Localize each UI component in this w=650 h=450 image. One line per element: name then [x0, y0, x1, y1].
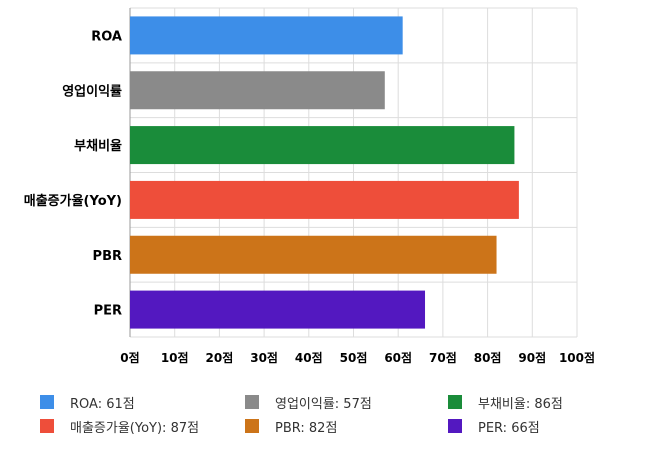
legend-swatch: [245, 395, 259, 409]
x-tick-label: 70점: [429, 350, 457, 365]
x-tick-label: 10점: [161, 350, 189, 365]
x-tick-label: 0점: [120, 350, 139, 365]
legend-label: ROA: 61점: [70, 396, 135, 412]
category-label: 부채비율: [74, 138, 122, 154]
category-label: PBR: [93, 249, 122, 264]
x-tick-label: 20점: [206, 350, 234, 365]
x-tick-label: 80점: [474, 350, 502, 365]
bar: [130, 180, 519, 219]
category-label: 매출증가율(YoY): [24, 193, 122, 209]
legend-swatch: [245, 419, 259, 433]
category-label: 영업이익률: [62, 83, 122, 99]
category-label: ROA: [91, 29, 122, 44]
legend-swatch: [448, 395, 462, 409]
legend-item-pbr: PBR: 82점: [245, 416, 337, 436]
legend-item-debt-ratio: 부채비율: 86점: [448, 392, 563, 412]
legend-item-per: PER: 66점: [448, 416, 540, 436]
legend-label: 매출증가율(YoY): 87점: [70, 420, 200, 436]
legend-label: PER: 66점: [478, 420, 540, 436]
bar: [130, 126, 515, 165]
x-tick-label: 100점: [559, 350, 595, 365]
legend-item-sales-growth: 매출증가율(YoY): 87점: [40, 416, 199, 436]
legend-swatch: [448, 419, 462, 433]
category-label: PER: [94, 304, 122, 319]
legend-swatch: [40, 419, 54, 433]
x-tick-label: 40점: [295, 350, 323, 365]
legend-item-operating-margin: 영업이익률: 57점: [245, 392, 372, 412]
x-tick-label: 90점: [518, 350, 546, 365]
bar: [130, 290, 426, 329]
x-tick-label: 50점: [340, 350, 368, 365]
bar: [130, 235, 497, 274]
legend-label: 영업이익률: 57점: [275, 396, 372, 412]
legend-item-roa: ROA: 61점: [40, 392, 135, 412]
legend-label: PBR: 82점: [275, 420, 338, 436]
bar: [130, 71, 385, 110]
legend-swatch: [40, 395, 54, 409]
x-tick-label: 60점: [384, 350, 412, 365]
bar: [130, 16, 403, 55]
x-tick-label: 30점: [250, 350, 278, 365]
legend-label: 부채비율: 86점: [478, 396, 563, 412]
